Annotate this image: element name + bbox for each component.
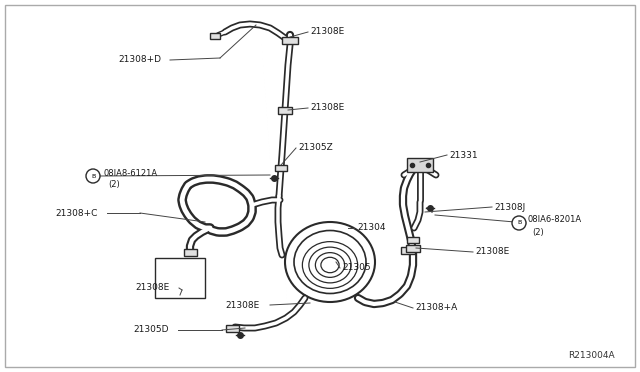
Bar <box>282 36 298 44</box>
Text: 21304: 21304 <box>357 224 385 232</box>
Text: 21308J: 21308J <box>494 202 525 212</box>
Text: 21308E: 21308E <box>310 28 344 36</box>
Bar <box>184 248 196 256</box>
Bar <box>406 244 420 251</box>
Bar <box>155 258 205 298</box>
Text: 21308+D: 21308+D <box>118 55 161 64</box>
Ellipse shape <box>309 247 351 283</box>
Bar <box>225 324 239 331</box>
Bar <box>401 247 415 253</box>
Ellipse shape <box>294 231 366 294</box>
Text: 21305: 21305 <box>342 263 371 273</box>
Text: (2): (2) <box>532 228 544 237</box>
Text: R213004A: R213004A <box>568 350 615 359</box>
Bar <box>210 33 220 39</box>
Ellipse shape <box>285 222 375 302</box>
Text: 21308E: 21308E <box>225 301 259 310</box>
Text: 21305Z: 21305Z <box>298 144 333 153</box>
Circle shape <box>86 169 100 183</box>
Bar <box>278 106 292 113</box>
Ellipse shape <box>302 242 358 288</box>
Ellipse shape <box>321 257 339 273</box>
Text: 21308E: 21308E <box>310 103 344 112</box>
Text: B: B <box>91 173 95 179</box>
Bar <box>407 237 419 243</box>
Bar <box>275 165 287 171</box>
Text: B: B <box>517 221 521 225</box>
Text: 21331: 21331 <box>449 151 477 160</box>
Bar <box>407 158 433 172</box>
Ellipse shape <box>316 253 344 278</box>
Text: 08IA8-6121A: 08IA8-6121A <box>104 170 158 179</box>
Text: 21308+C: 21308+C <box>55 208 97 218</box>
Text: 08IA6-8201A: 08IA6-8201A <box>528 215 582 224</box>
Text: 21305D: 21305D <box>133 326 168 334</box>
Text: 21308E: 21308E <box>135 283 169 292</box>
Text: 21308+A: 21308+A <box>415 304 457 312</box>
Text: 21308E: 21308E <box>475 247 509 257</box>
Text: (2): (2) <box>108 180 120 189</box>
Circle shape <box>512 216 526 230</box>
